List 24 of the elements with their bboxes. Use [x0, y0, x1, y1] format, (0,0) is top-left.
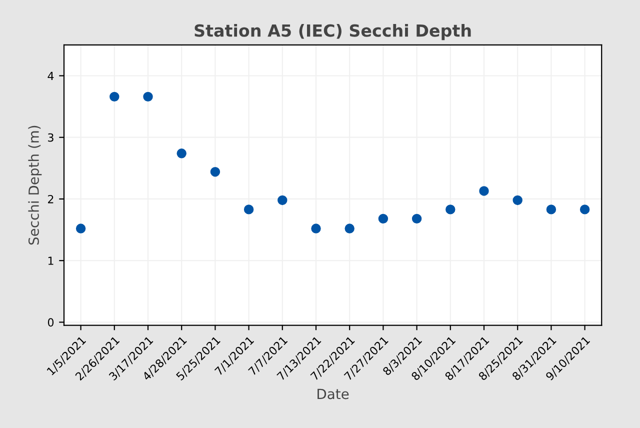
y-tick-label: 2 — [48, 194, 54, 204]
chart-title: Station A5 (IEC) Secchi Depth — [194, 24, 471, 40]
point — [110, 92, 120, 102]
point — [546, 204, 556, 214]
point — [278, 195, 288, 206]
point — [378, 214, 388, 224]
point — [244, 204, 254, 214]
y-tick-label: 3 — [48, 133, 54, 142]
point — [512, 195, 522, 206]
point — [479, 186, 489, 196]
y-tick-label: 0 — [48, 318, 54, 327]
y-axis-title: Secchi Depth (m) — [28, 126, 42, 245]
point — [580, 204, 590, 214]
point — [311, 224, 321, 234]
point — [446, 204, 456, 214]
x-axis-title: Date — [318, 388, 349, 400]
point — [176, 148, 186, 158]
y-tick-label: 4 — [48, 72, 54, 80]
y-tick-label: 1 — [48, 256, 54, 265]
point — [210, 167, 220, 177]
point — [412, 214, 422, 224]
point — [143, 92, 153, 102]
point — [344, 224, 354, 234]
point — [76, 224, 86, 234]
